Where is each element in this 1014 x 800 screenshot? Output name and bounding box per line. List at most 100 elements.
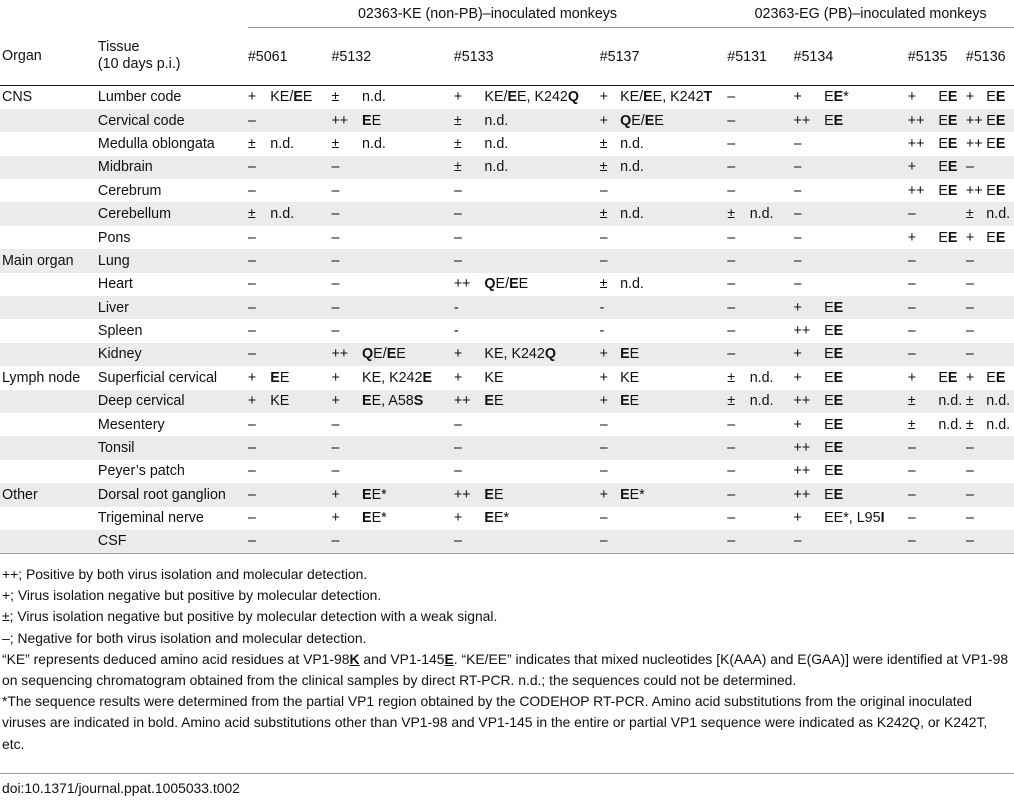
result-cell: + xyxy=(599,108,621,133)
sequence-cell xyxy=(484,319,599,342)
result-cell: – xyxy=(331,182,340,199)
result-cell: – xyxy=(247,276,256,293)
sequence-cell: EE* xyxy=(484,510,510,527)
organ-cell: Other xyxy=(0,483,98,507)
result-cell: – xyxy=(247,249,271,273)
result-cell: – xyxy=(965,155,987,180)
result-cell: – xyxy=(331,323,340,340)
sequence-cell xyxy=(620,296,728,320)
result-cell: – xyxy=(793,229,802,246)
table-row: Tonsil – – – – – ++ EE – – xyxy=(0,436,1014,460)
result-cell: – xyxy=(793,135,802,152)
sequence-cell: n.d. xyxy=(620,202,728,226)
organ-cell xyxy=(0,389,98,413)
monkey-header: #5132 xyxy=(331,27,454,86)
result-cell: + xyxy=(453,89,463,106)
sequence-cell: KE, K242E xyxy=(362,369,432,386)
result-cell: – xyxy=(599,229,608,246)
sequence-cell: EE xyxy=(270,369,290,386)
sequence-cell: EE xyxy=(824,296,908,320)
sequence-cell xyxy=(824,132,908,155)
footnote: ++; Positive by both virus isolation and… xyxy=(2,566,368,582)
result-cell: + xyxy=(453,510,463,527)
result-cell: - xyxy=(453,323,459,340)
result-cell: – xyxy=(907,529,939,554)
table-row: Cerebrum – – – – – – ++ EE ++ EE xyxy=(0,179,1014,202)
result-cell: + xyxy=(965,369,975,386)
sequence-cell: EE* xyxy=(824,89,849,106)
result-cell: ++ xyxy=(907,108,939,133)
sequence-cell xyxy=(750,413,794,436)
sequence-cell xyxy=(620,319,727,342)
result-cell: – xyxy=(907,436,939,460)
result-cell: – xyxy=(965,276,974,293)
result-cell: ± xyxy=(453,155,485,180)
sequence-cell: n.d. xyxy=(484,135,509,152)
sequence-cell xyxy=(270,155,332,180)
result-cell: – xyxy=(599,510,608,527)
organ-cell xyxy=(0,413,98,436)
sequence-cell: EE xyxy=(824,108,908,133)
sequence-cell xyxy=(620,436,728,460)
sequence-cell xyxy=(986,296,1014,320)
result-cell: – xyxy=(727,155,750,180)
sequence-cell xyxy=(749,436,794,460)
result-cell: ++ xyxy=(965,108,987,133)
sequence-cell xyxy=(824,155,908,180)
sequence-cell: EE xyxy=(824,436,908,460)
sequence-cell: KE/EE, K242T xyxy=(620,89,713,106)
sequence-cell xyxy=(362,249,454,273)
table-row: Midbrain – – ± n.d. ± n.d. – – + EE – xyxy=(0,155,1014,180)
sequence-cell xyxy=(750,179,794,202)
sequence-cell: KE/EE, K242Q xyxy=(484,89,580,106)
sequence-cell xyxy=(362,529,454,554)
doi-line: doi:10.1371/journal.ppat.1005033.t002 xyxy=(0,773,1014,796)
sequence-cell: EE*, L95I xyxy=(824,510,885,527)
result-cell: – xyxy=(727,229,736,246)
sequence-cell: n.d. xyxy=(362,135,386,152)
result-cell: – xyxy=(331,155,363,180)
sequence-cell xyxy=(620,226,727,249)
sequence-cell: EE xyxy=(620,389,728,413)
sequence-cell xyxy=(938,529,966,554)
sequence-cell xyxy=(986,436,1014,460)
footnote: +; Virus isolation negative but positive… xyxy=(2,587,382,604)
sequence-cell xyxy=(270,273,331,296)
sequence-cell xyxy=(986,507,1014,530)
result-cell: – xyxy=(965,323,974,340)
monkey-header: #5136 xyxy=(965,27,1014,86)
sequence-cell xyxy=(824,273,908,296)
result-cell: – xyxy=(965,483,987,507)
organ-cell xyxy=(0,108,98,133)
organ-cell xyxy=(0,460,98,483)
result-cell: + xyxy=(793,296,825,320)
result-cell: ± xyxy=(453,135,462,152)
sequence-cell xyxy=(620,413,727,436)
sequence-cell: n.d. xyxy=(938,389,966,413)
table-row: Lymph node Superficial cervical + EE + KE, K2… xyxy=(0,366,1014,389)
table-row: Liver – – - - – + EE – – xyxy=(0,296,1014,320)
sequence-cell xyxy=(750,86,794,109)
sequence-cell xyxy=(986,319,1014,342)
tissue-cell: Dorsal root ganglion xyxy=(97,483,248,507)
sequence-cell: EE xyxy=(938,369,958,386)
result-cell: – xyxy=(599,436,621,460)
sequence-cell xyxy=(750,273,794,296)
result-cell: – xyxy=(453,436,485,460)
result-cell: – xyxy=(247,296,271,320)
sequence-cell xyxy=(270,249,332,273)
tissue-column-header: Tissue (10 days p.i.) xyxy=(97,27,248,86)
result-cell: ± xyxy=(965,202,987,226)
result-cell: – xyxy=(907,296,939,320)
sequence-cell: n.d. xyxy=(270,135,295,152)
table-row: Main organ Lung – – – – – – – – xyxy=(0,249,1014,273)
result-cell: + xyxy=(247,389,271,413)
sequence-cell: EE xyxy=(484,483,600,507)
monkey-header: #5137 xyxy=(599,27,728,86)
result-cell: – xyxy=(727,436,750,460)
sequence-cell: n.d. xyxy=(986,389,1014,413)
result-cell: – xyxy=(453,182,462,199)
table-row: Kidney – ++ QE/EE + KE, K242Q + EE – + EE – – xyxy=(0,342,1014,367)
sequence-cell: KE xyxy=(270,389,332,413)
result-cell: – xyxy=(599,416,608,433)
